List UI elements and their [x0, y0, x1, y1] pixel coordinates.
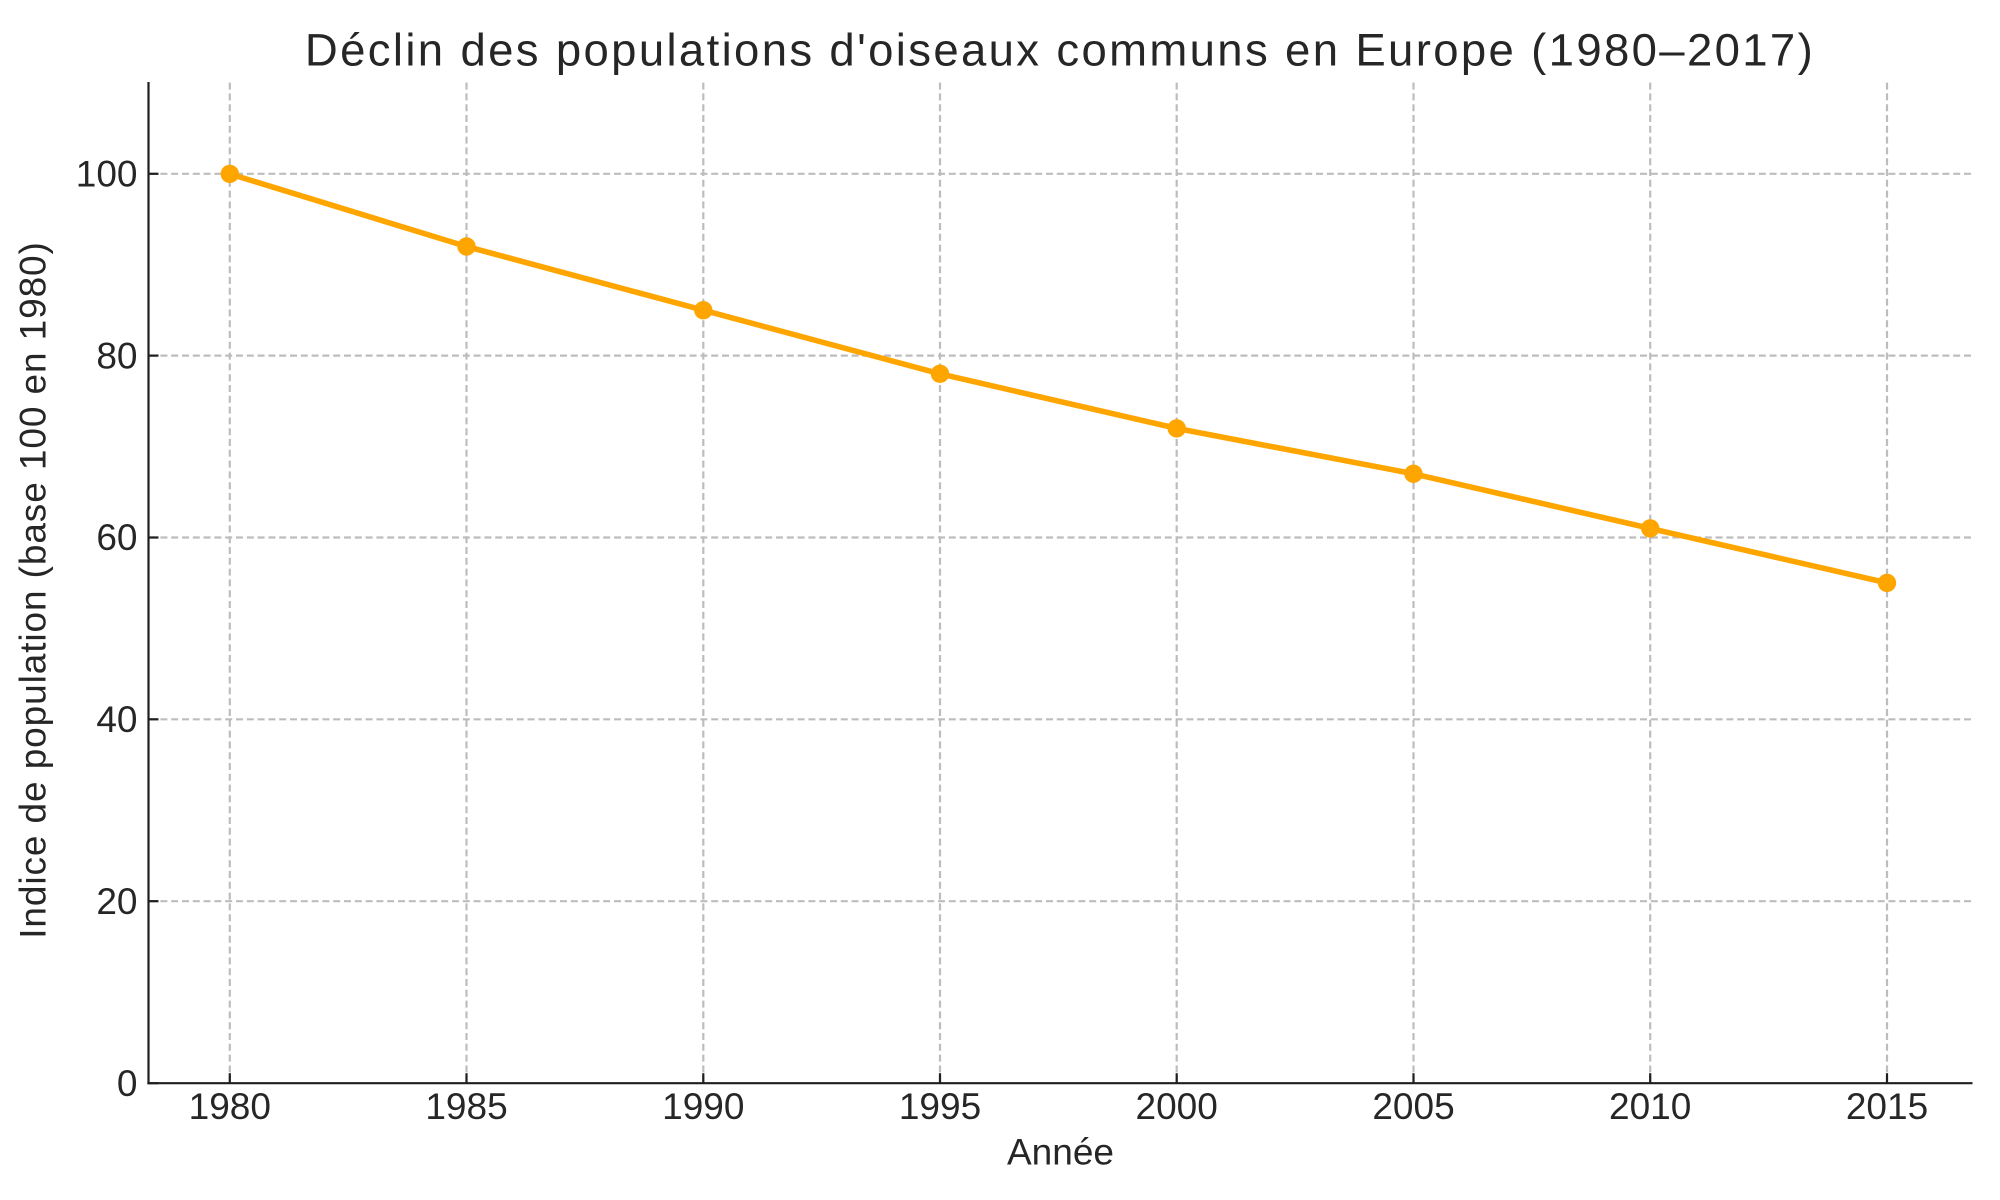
svg-text:2005: 2005	[1372, 1086, 1454, 1127]
svg-text:2010: 2010	[1609, 1086, 1691, 1127]
svg-text:Année: Année	[1007, 1132, 1114, 1173]
svg-text:2000: 2000	[1136, 1086, 1218, 1127]
svg-text:40: 40	[96, 699, 137, 740]
svg-text:20: 20	[96, 881, 137, 922]
svg-text:60: 60	[96, 517, 137, 558]
svg-text:1985: 1985	[425, 1086, 507, 1127]
svg-text:80: 80	[96, 335, 137, 376]
svg-text:Déclin des populations d'oisea: Déclin des populations d'oiseaux communs…	[305, 25, 1815, 76]
svg-text:1995: 1995	[899, 1086, 981, 1127]
svg-text:0: 0	[117, 1063, 138, 1104]
svg-text:Indice de population (base 100: Indice de population (base 100 en 1980)	[13, 241, 54, 939]
svg-text:1990: 1990	[662, 1086, 744, 1127]
svg-text:1980: 1980	[189, 1086, 271, 1127]
svg-text:100: 100	[76, 154, 138, 195]
svg-text:2015: 2015	[1846, 1086, 1928, 1127]
